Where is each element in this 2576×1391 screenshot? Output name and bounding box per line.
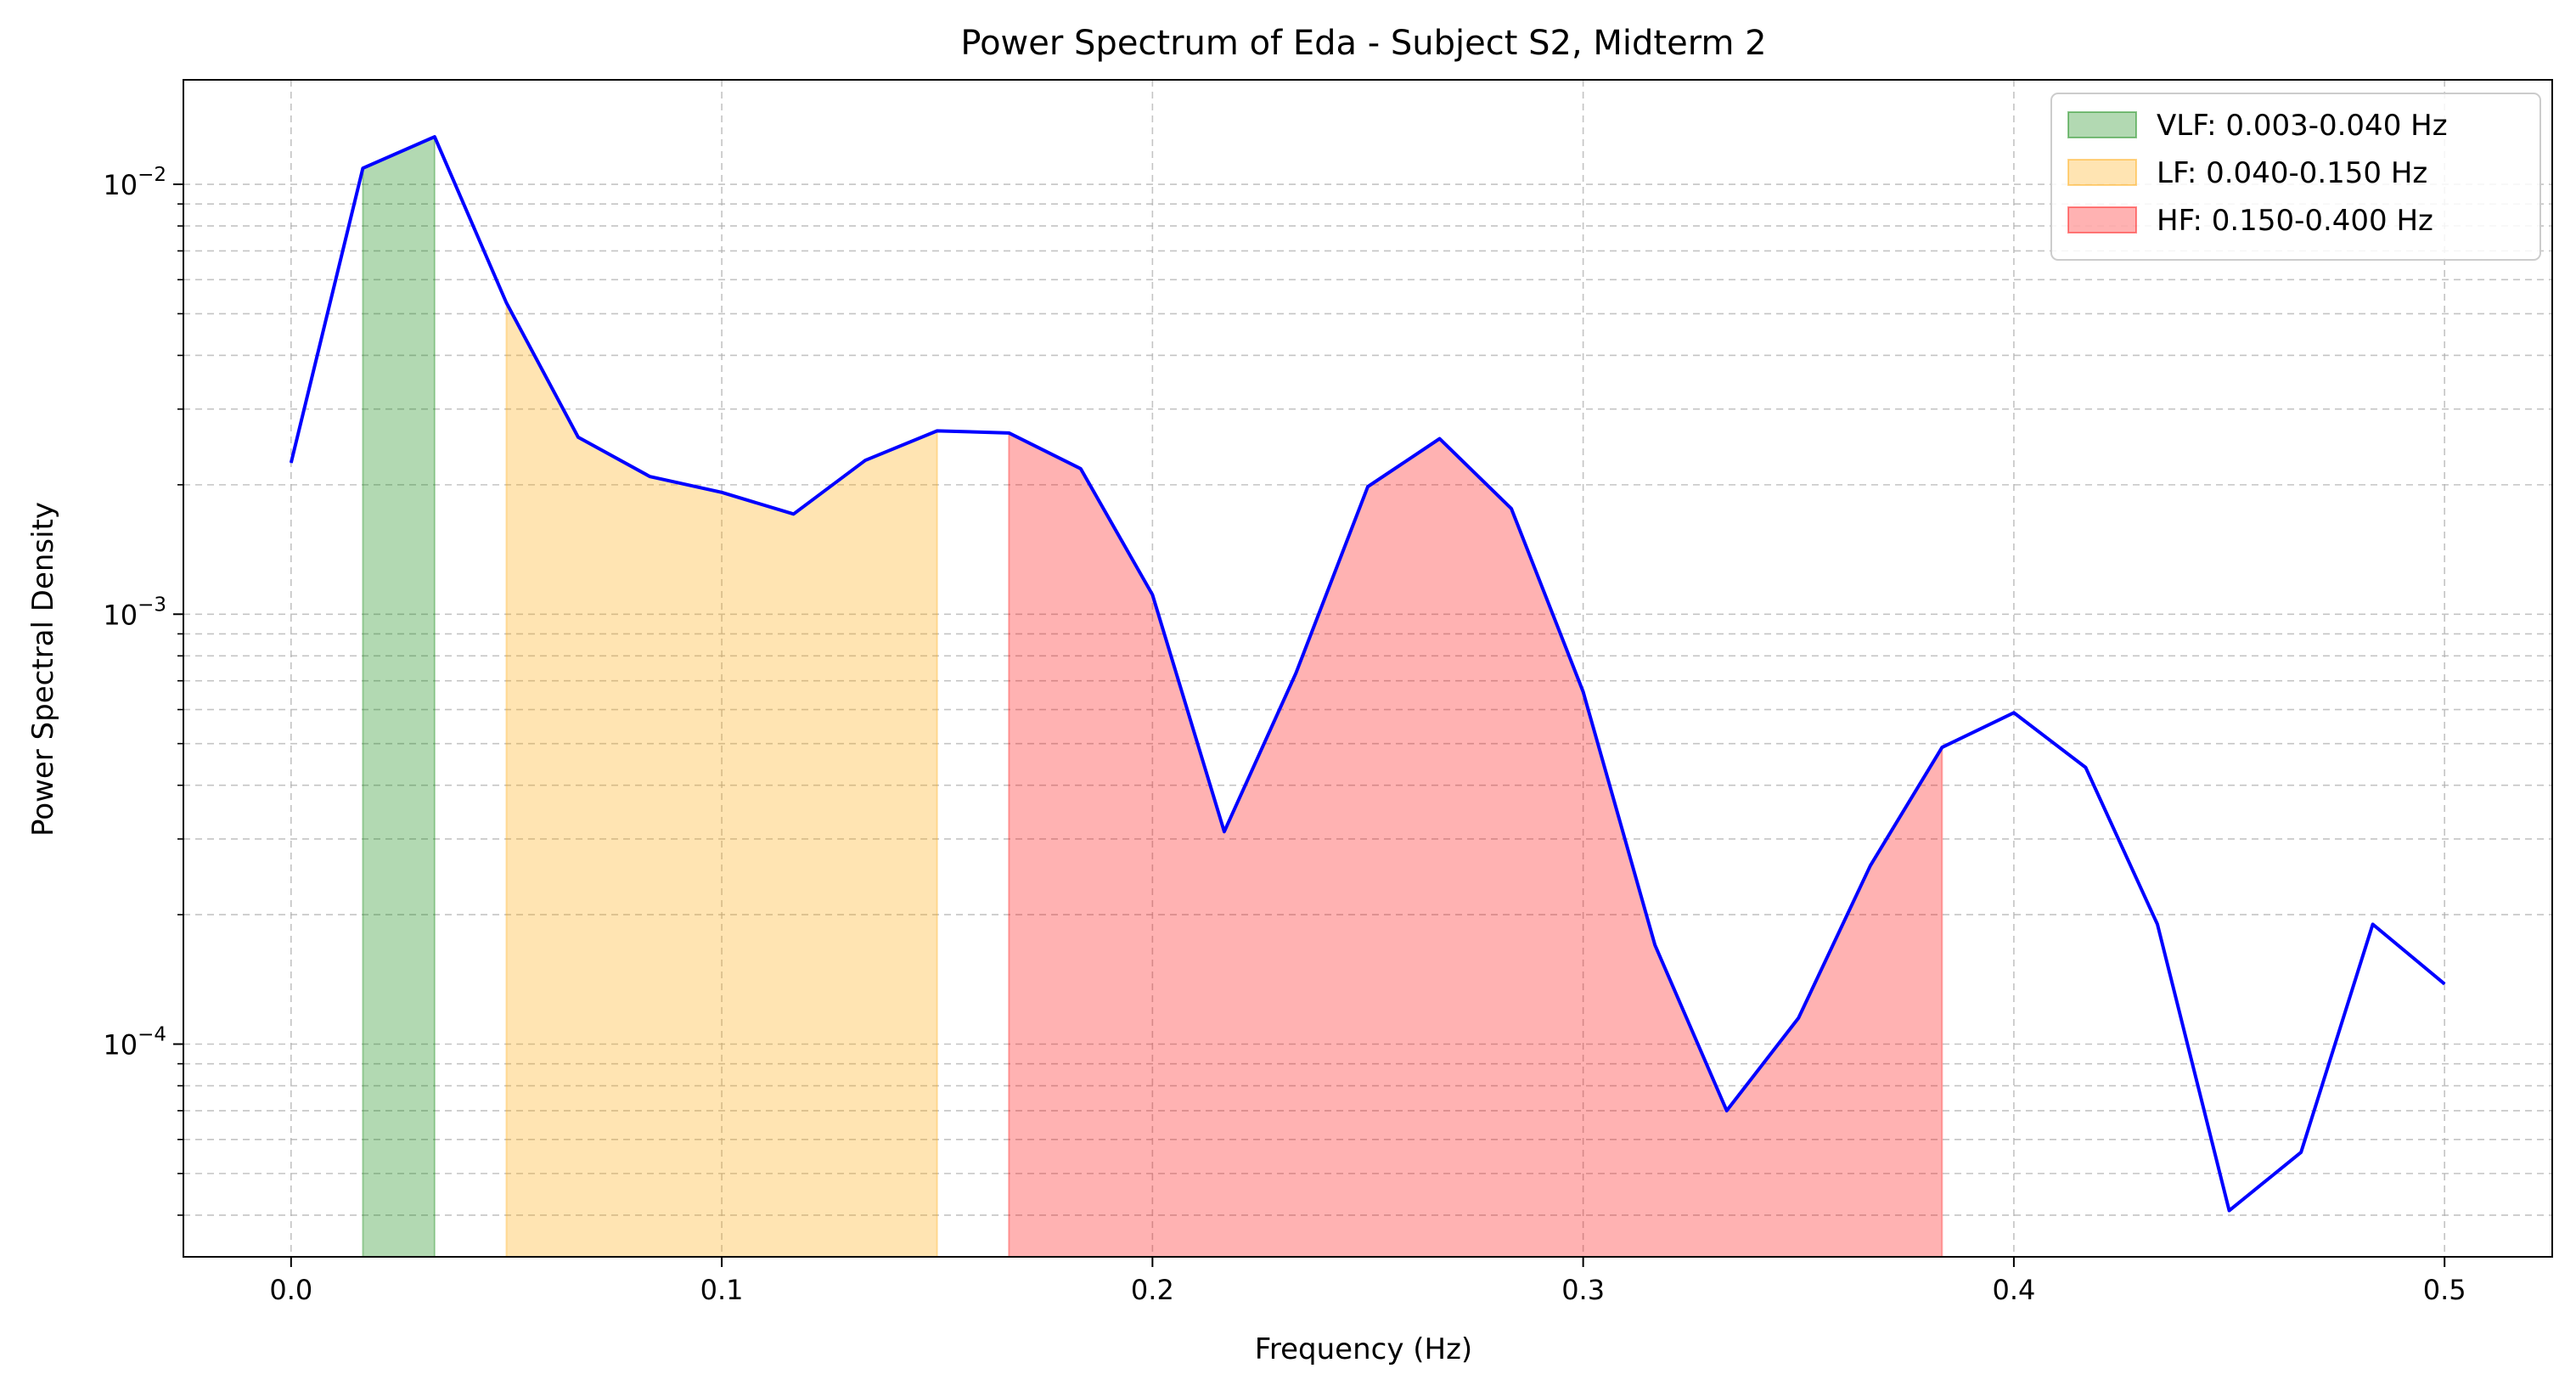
x-tick-label: 0.2 [1131,1274,1174,1306]
y-tick-base: 10 [103,599,138,631]
y-tick-exponent: −2 [138,164,166,186]
y-axis-ticks: 10−410−310−2 [103,164,183,1216]
data-point [2013,712,2015,713]
x-tick-label: 0.3 [1561,1274,1605,1306]
data-point [505,302,507,304]
data-point [793,513,795,515]
series-group [289,135,2446,1213]
y-tick-base: 10 [103,1028,138,1061]
grid [183,80,2552,1257]
legend: VLF: 0.003-0.040 Hz LF: 0.040-0.150 Hz HF:… [2050,93,2541,261]
data-point [1510,508,1512,510]
y-axis-label: Power Spectral Density [26,502,60,836]
x-axis-label: Frequency (Hz) [1255,1332,1472,1366]
legend-label: VLF: 0.003-0.040 Hz [2157,109,2448,143]
legend-swatch [2067,159,2137,186]
x-tick-label: 0.1 [700,1274,744,1306]
y-tick-label: 10−3 [103,594,166,631]
data-point [1151,594,1153,595]
data-point [577,436,579,438]
data-point [1008,432,1010,434]
legend-swatch [2067,206,2137,234]
plot-frame [183,79,2553,1258]
data-point [434,136,436,138]
chart-title: Power Spectrum of Eda - Subject S2, Midt… [960,24,1766,63]
y-tick-exponent: −4 [138,1023,166,1045]
y-tick-label: 10−2 [103,164,166,201]
data-point [2444,983,2445,985]
data-point [1726,1110,1728,1112]
data-point [2084,767,2086,769]
data-point [2229,1210,2230,1212]
legend-label: HF: 0.150-0.400 Hz [2157,204,2433,238]
x-tick-label: 0.0 [269,1274,312,1306]
y-tick-exponent: −3 [138,594,166,616]
y-tick-base: 10 [103,169,138,201]
data-point [1439,438,1441,440]
x-axis-ticks: 0.0 0.1 0.2 0.3 0.4 0.5 [269,1257,2466,1306]
band-area-0 [362,135,436,1258]
legend-label: LF: 0.040-0.150 Hz [2157,156,2427,190]
legend-swatch [2067,111,2137,138]
x-tick-label: 0.4 [1992,1274,2035,1306]
data-point [864,459,866,461]
y-tick-label: 10−4 [103,1023,166,1061]
x-tick-label: 0.5 [2423,1274,2466,1306]
data-point [2372,923,2374,925]
data-point [721,492,723,493]
data-point [1223,831,1225,832]
data-point [1080,468,1082,470]
data-point [1797,1017,1799,1019]
legend-box [2050,93,2541,261]
data-point [290,462,292,464]
frequency-bands [362,135,1943,1258]
data-point [1654,944,1656,946]
data-point [1941,746,1943,748]
